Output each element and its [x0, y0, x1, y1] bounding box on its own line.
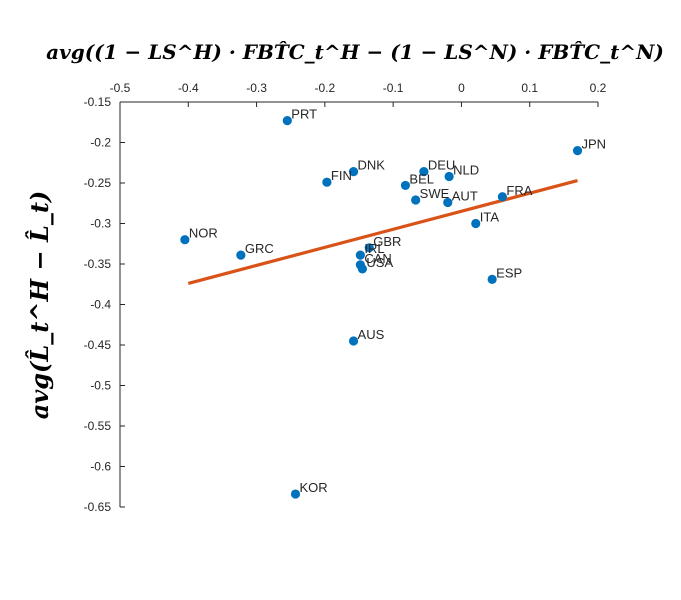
data-point-deu — [419, 167, 429, 177]
y-tick-label: -0.35 — [84, 257, 112, 271]
point-label-fra: FRA — [506, 183, 532, 198]
point-label-nld: NLD — [453, 163, 479, 178]
point-label-irl: IRL — [364, 241, 384, 256]
data-point-aus — [348, 336, 359, 346]
data-points — [180, 116, 583, 499]
y-tick-label: -0.6 — [90, 460, 111, 474]
point-label-nor: NOR — [189, 226, 218, 241]
data-point-fra — [497, 192, 507, 202]
y-tick-label: -0.5 — [90, 379, 111, 393]
data-point-nld — [444, 171, 454, 182]
point-label-swe: SWE — [420, 186, 450, 201]
point-label-aut: AUT — [452, 188, 478, 203]
axes: -0.5 -0.4 -0.3 -0.2 -0.1 0 0.1 0.2 -0.15 -0.2 -0.2… — [84, 81, 607, 514]
data-point-ita — [471, 218, 481, 229]
point-label-fin: FIN — [331, 168, 352, 183]
point-label-aus: AUS — [358, 327, 385, 342]
fit-line-group — [187, 179, 578, 285]
y-tick-label: -0.2 — [90, 136, 111, 150]
y-axis-title: avg(L̂_t^H − L̂_t) — [25, 191, 54, 420]
data-point-gbr — [364, 243, 374, 253]
y-tick-label: -0.15 — [84, 95, 112, 109]
y-tick-label: -0.55 — [84, 419, 112, 433]
x-tick-label: 0.2 — [590, 81, 607, 95]
point-label-ita: ITA — [480, 210, 500, 225]
y-tick-label: -0.65 — [84, 500, 112, 514]
y-tick-label: -0.45 — [84, 338, 112, 352]
point-label-deu: DEU — [428, 158, 455, 173]
x-tick-label: 0.1 — [521, 81, 538, 95]
x-tick-label: -0.3 — [246, 81, 267, 95]
point-label-can: CAN — [364, 251, 391, 266]
data-point-usa — [357, 264, 368, 274]
x-tick-label: -0.4 — [178, 81, 199, 95]
x-tick-label: -0.2 — [315, 81, 336, 95]
data-point-kor — [290, 489, 301, 499]
data-point-fin — [322, 177, 332, 187]
point-label-grc: GRC — [245, 241, 274, 256]
data-point-esp — [487, 274, 497, 284]
data-point-bel — [400, 180, 411, 191]
data-point-nor — [180, 235, 190, 245]
y-tick-label: -0.3 — [90, 217, 111, 231]
data-point-prt — [282, 116, 292, 126]
point-label-gbr: GBR — [373, 234, 401, 249]
x-tick-label: 0 — [458, 81, 465, 95]
data-point-swe — [411, 195, 421, 205]
y-tick-label: -0.25 — [84, 176, 112, 190]
x-axis-title: avg((1 − LS^H) · FBT̂C_t^H − (1 − LS^N) … — [46, 40, 664, 64]
data-point-dnk — [348, 167, 359, 177]
point-label-prt: PRT — [291, 107, 317, 122]
point-label-jpn: JPN — [582, 137, 607, 152]
fit-line — [187, 179, 578, 285]
point-label-esp: ESP — [496, 265, 522, 280]
x-tick-label: -0.5 — [110, 81, 131, 95]
data-point-aut — [443, 197, 453, 208]
data-point-grc — [236, 250, 246, 260]
x-tick-label: -0.1 — [383, 81, 404, 95]
point-label-bel: BEL — [409, 171, 434, 186]
point-label-dnk: DNK — [358, 158, 386, 173]
point-label-kor: KOR — [299, 480, 327, 495]
y-tick-label: -0.4 — [90, 298, 111, 312]
point-label-usa: USA — [366, 255, 393, 270]
data-point-irl — [355, 250, 365, 260]
data-point-jpn — [572, 146, 583, 156]
